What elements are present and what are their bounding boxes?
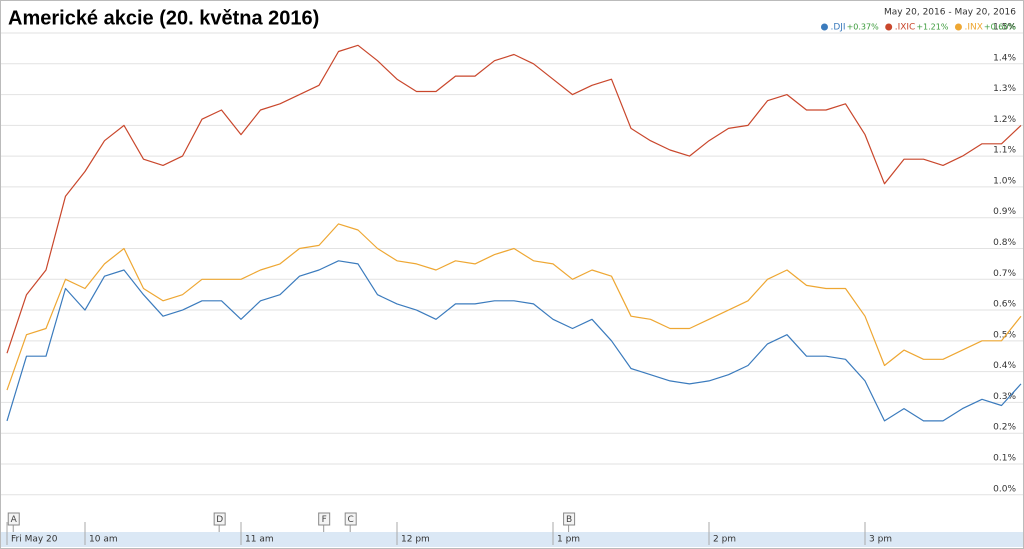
flag: [213, 512, 226, 526]
time-strip: [1, 532, 1023, 547]
y-tick-label: 1.5%: [993, 23, 1016, 33]
y-tick-label: 0.1%: [993, 453, 1016, 463]
legend-name: .INX: [964, 23, 982, 33]
legend-dot: [820, 23, 828, 31]
series-line: [6, 223, 1022, 391]
legend-change: +1.21%: [916, 23, 949, 32]
y-tick-label: 0.4%: [993, 361, 1016, 371]
flag-label: D: [216, 515, 223, 525]
flag: [318, 512, 331, 526]
y-tick-label: 0.8%: [993, 238, 1016, 248]
x-tick-label: 3 pm: [869, 535, 892, 545]
x-tick-label: 11 am: [245, 535, 274, 545]
x-tick-label: 1 pm: [557, 535, 580, 545]
flag-label: F: [322, 515, 327, 525]
y-tick-label: 0.9%: [993, 207, 1016, 217]
flag: [563, 512, 576, 526]
y-tick-label: 1.3%: [993, 84, 1016, 94]
legend-dot: [954, 23, 962, 31]
y-tick-label: 0.2%: [993, 423, 1016, 433]
y-tick-label: 1.2%: [993, 115, 1016, 125]
y-tick-label: 1.1%: [993, 146, 1016, 156]
legend-name: .DJI: [830, 23, 845, 33]
y-tick-label: 1.4%: [993, 53, 1016, 63]
date-range: May 20, 2016 - May 20, 2016: [884, 8, 1016, 18]
y-tick-label: 0.3%: [993, 392, 1016, 402]
y-tick-label: 0.5%: [993, 330, 1016, 340]
flag-label: A: [11, 515, 18, 525]
flag: [7, 512, 20, 526]
flag: [344, 512, 357, 526]
x-tick-label: 12 pm: [401, 535, 430, 545]
y-tick-label: 0.7%: [993, 269, 1016, 279]
y-tick-label: 0.6%: [993, 300, 1016, 310]
x-tick-label: Fri May 20: [11, 535, 58, 545]
series-line: [6, 260, 1022, 422]
x-tick-label: 10 am: [89, 535, 118, 545]
y-tick-label: 1.0%: [993, 176, 1016, 186]
flag-label: C: [348, 515, 354, 525]
legend-change: +0.60%: [984, 23, 1017, 32]
flag-label: B: [566, 515, 572, 525]
series-line: [6, 44, 1022, 354]
y-tick-label: 0.0%: [993, 484, 1016, 494]
legend-name: .IXIC: [895, 23, 916, 33]
chart-title: Americké akcie (20. května 2016): [8, 7, 319, 29]
legend-dot: [885, 23, 893, 31]
x-tick-label: 2 pm: [713, 535, 736, 545]
legend-change: +0.37%: [847, 23, 880, 32]
